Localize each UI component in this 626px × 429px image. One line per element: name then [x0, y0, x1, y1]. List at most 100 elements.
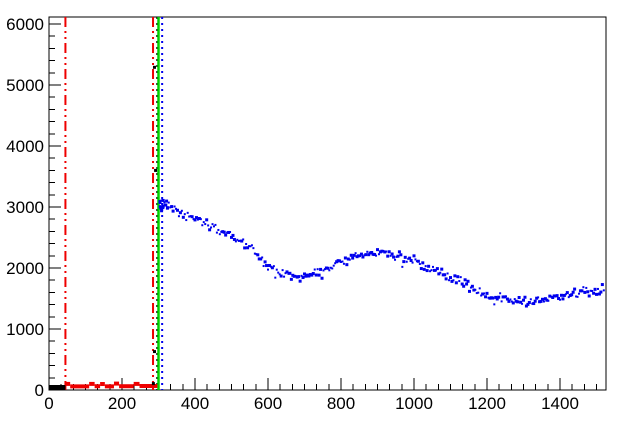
- data-point: [197, 217, 201, 221]
- data-point: [475, 292, 478, 295]
- data-point: [163, 203, 167, 207]
- data-point: [559, 298, 562, 301]
- data-point: [448, 279, 451, 282]
- y-tick-label: 0: [35, 381, 44, 400]
- data-point: [390, 252, 394, 256]
- data-point: [202, 221, 205, 224]
- data-point: [450, 279, 454, 283]
- data-point: [267, 268, 270, 271]
- data-point: [411, 261, 414, 264]
- data-point: [357, 254, 361, 258]
- data-point: [456, 275, 460, 279]
- data-point: [194, 216, 198, 220]
- data-point: [367, 253, 371, 257]
- data-point: [585, 286, 588, 289]
- data-point: [310, 273, 314, 277]
- x-tick-label: 0: [44, 394, 53, 413]
- data-point: [317, 273, 321, 277]
- data-point: [529, 298, 532, 301]
- data-point: [278, 273, 281, 276]
- data-point: [375, 254, 378, 257]
- data-point: [267, 263, 271, 267]
- data-point: [516, 300, 520, 304]
- data-point: [465, 282, 469, 286]
- data-point: [263, 260, 267, 264]
- y-tick-label: 3000: [6, 198, 44, 217]
- data-point: [326, 266, 330, 270]
- data-point: [332, 264, 335, 267]
- data-point: [573, 287, 577, 291]
- outlier-point: [152, 65, 156, 69]
- plot-frame: [48, 16, 607, 391]
- data-point: [180, 209, 183, 212]
- data-point: [600, 283, 604, 287]
- data-point: [474, 288, 477, 291]
- data-point: [419, 267, 423, 271]
- data-point: [602, 289, 605, 292]
- data-point: [505, 297, 509, 301]
- data-point: [328, 269, 331, 272]
- data-point: [392, 255, 396, 259]
- data-point: [562, 293, 566, 297]
- data-point: [231, 233, 235, 237]
- data-point: [366, 250, 369, 253]
- cut-lines: [64, 17, 164, 390]
- data-point: [454, 281, 458, 285]
- data-point: [320, 276, 324, 280]
- data-point: [485, 291, 489, 295]
- data-point: [434, 269, 437, 272]
- data-point: [545, 298, 549, 302]
- data-point: [170, 205, 174, 209]
- outlier-point: [154, 168, 158, 172]
- x-tick-label: 600: [254, 394, 282, 413]
- x-tick-label: 200: [108, 394, 136, 413]
- data-point: [342, 262, 345, 265]
- data-point: [243, 246, 247, 250]
- data-point: [274, 276, 277, 279]
- data-point: [283, 275, 286, 278]
- data-point: [173, 205, 176, 208]
- data-point: [401, 265, 404, 268]
- data-point: [248, 245, 251, 248]
- data-point: [345, 263, 349, 267]
- data-point: [227, 230, 231, 234]
- data-point: [527, 301, 531, 305]
- data-point: [397, 250, 401, 254]
- data-point: [409, 259, 413, 263]
- data-point: [478, 287, 481, 290]
- data-point: [524, 304, 528, 308]
- data-point: [230, 235, 234, 239]
- data-point: [580, 289, 584, 293]
- data-point: [281, 269, 284, 272]
- outlier-point: [152, 350, 156, 354]
- data-point: [346, 257, 350, 261]
- data-point: [215, 231, 218, 234]
- data-point: [246, 246, 250, 250]
- data-point: [303, 272, 307, 276]
- x-tick-label: 1200: [468, 394, 506, 413]
- data-point: [422, 267, 426, 271]
- data-point: [439, 271, 442, 274]
- data-point: [481, 292, 485, 296]
- data-point: [285, 270, 289, 274]
- data-point: [383, 250, 387, 254]
- data-point: [405, 260, 408, 263]
- data-point: [491, 296, 495, 300]
- data-point: [504, 295, 507, 298]
- data-point: [548, 294, 552, 298]
- data-point: [547, 299, 550, 302]
- data-point: [517, 295, 521, 299]
- data-point: [480, 294, 483, 297]
- data-point: [586, 290, 590, 294]
- data-point: [540, 297, 544, 301]
- data-point: [539, 299, 543, 303]
- data-point: [577, 292, 580, 295]
- black-outlier-points: [151, 65, 158, 386]
- data-point: [503, 295, 507, 299]
- data-point: [171, 209, 175, 213]
- data-point: [159, 206, 163, 210]
- data-point: [513, 298, 516, 301]
- data-point: [443, 273, 447, 277]
